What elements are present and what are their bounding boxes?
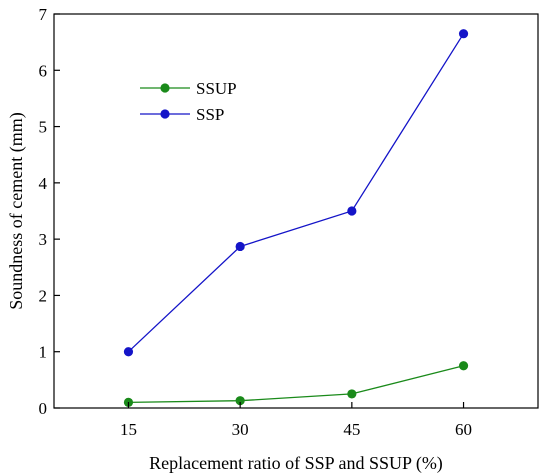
y-tick-label: 0 bbox=[39, 399, 48, 418]
legend-entry-ssup: SSUP bbox=[140, 79, 237, 98]
x-axis-label: Replacement ratio of SSP and SSUP (%) bbox=[149, 453, 443, 474]
legend-label-ssp: SSP bbox=[196, 105, 224, 124]
data-point-ssp bbox=[458, 29, 469, 39]
y-tick-label: 4 bbox=[39, 174, 48, 193]
plot-frame bbox=[53, 13, 539, 409]
y-tick-label: 6 bbox=[39, 61, 48, 80]
legend: SSUP SSP bbox=[140, 79, 237, 124]
series-line-ssp bbox=[128, 33, 465, 353]
y-tick-label: 7 bbox=[39, 5, 48, 24]
data-point-ssup bbox=[458, 361, 469, 371]
legend-marker-ssup bbox=[160, 83, 170, 93]
x-tick-label: 15 bbox=[120, 420, 137, 439]
y-tick-label: 3 bbox=[39, 230, 48, 249]
plot-layer bbox=[123, 29, 469, 407]
series-line-ssup bbox=[128, 365, 464, 404]
legend-label-ssup: SSUP bbox=[196, 79, 237, 98]
data-point-ssp bbox=[235, 241, 245, 252]
legend-marker-ssp bbox=[160, 109, 170, 119]
y-tick-label: 1 bbox=[39, 343, 48, 362]
data-point-ssup bbox=[347, 389, 357, 399]
y-axis-label: Soundness of cement (mm) bbox=[6, 112, 27, 309]
y-tick-label: 2 bbox=[39, 286, 48, 305]
data-point-ssp bbox=[123, 347, 134, 357]
x-tick-label: 45 bbox=[343, 420, 360, 439]
y-tick-label: 5 bbox=[39, 118, 48, 137]
legend-entry-ssp: SSP bbox=[140, 105, 224, 124]
x-tick-label: 30 bbox=[232, 420, 249, 439]
data-point-ssp bbox=[347, 206, 357, 216]
data-point-ssup bbox=[235, 396, 245, 406]
x-tick-label: 60 bbox=[455, 420, 472, 439]
